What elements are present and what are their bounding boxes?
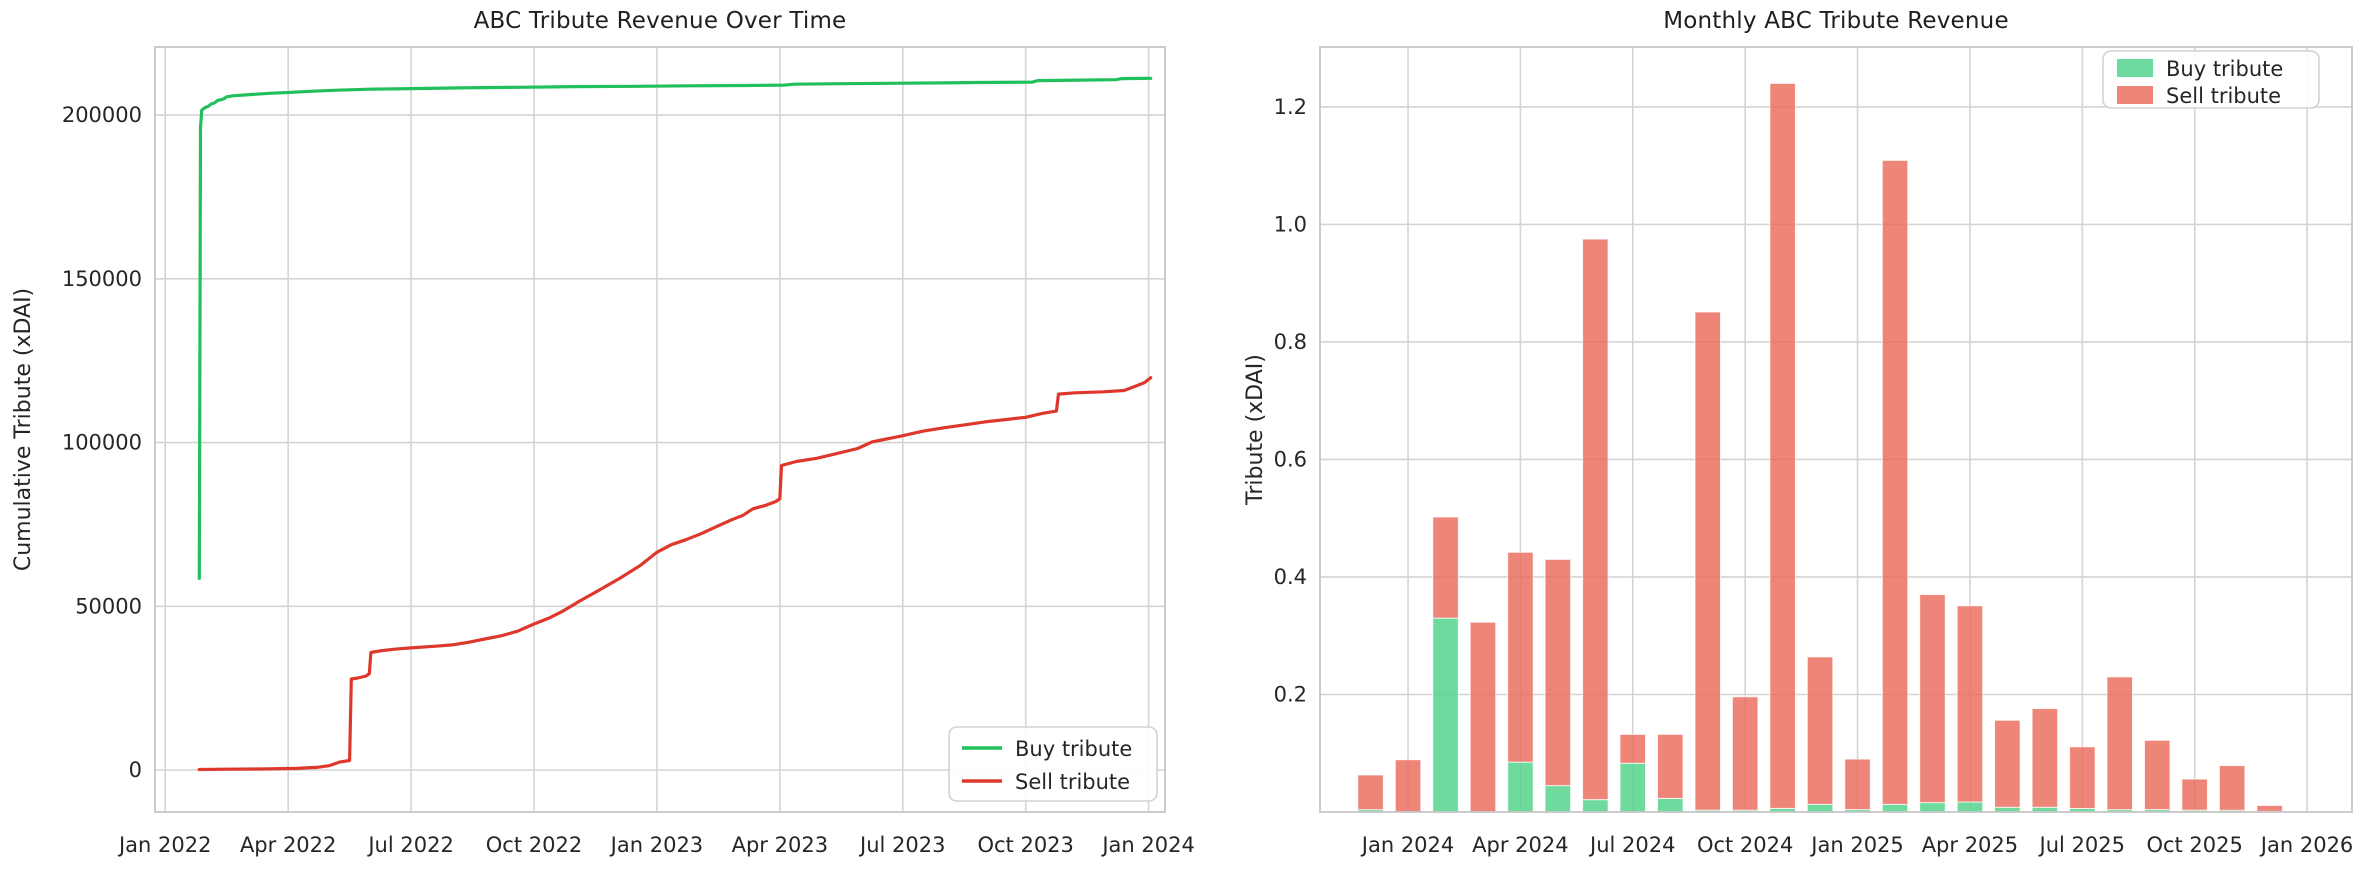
sell-tribute-bar (1432, 516, 1459, 619)
x-tick-label: Jul 2022 (366, 833, 453, 857)
y-tick-label: 50000 (75, 594, 142, 618)
sell-tribute-bar (1469, 621, 1497, 813)
buy-tribute-bar (1544, 785, 1572, 813)
x-tick-label: Jul 2023 (858, 833, 945, 857)
gridlines (1320, 47, 2352, 812)
x-tick-label: Oct 2022 (486, 833, 582, 857)
sell-tribute-bar (1731, 696, 1759, 811)
sell-tribute-bar (1769, 82, 1796, 809)
y-tick-label: 0.4 (1274, 565, 1307, 589)
y-tick-label: 0 (129, 758, 142, 782)
x-tick-label: Oct 2023 (977, 833, 1073, 857)
x-tick-label: Jan 2022 (117, 833, 212, 857)
buy-tribute-bar (1657, 798, 1684, 813)
sell-tribute-bar (1357, 774, 1384, 811)
y-tick-label: 1.2 (1274, 95, 1307, 119)
y-axis-label: Tribute (xDAI) (1243, 354, 1268, 506)
sell-tribute-bar (1694, 311, 1721, 811)
cumulative-revenue-line-chart: Jan 2022 Apr 2022 Jul 2022 Oct 2022 Jan 2023… (11, 46, 1195, 857)
sell-tribute-bar (1919, 594, 1946, 804)
bars (1357, 82, 2283, 813)
legend-label: Buy tribute (2166, 57, 2283, 81)
legend: Buy tribute Sell tribute (2102, 50, 2320, 109)
x-tick-label: Oct 2024 (1697, 833, 1793, 857)
buy-tribute-bar (1582, 799, 1609, 813)
x-tick-label: Oct 2025 (2146, 833, 2242, 857)
legend-label: Buy tribute (1015, 737, 1132, 761)
gridlines (155, 47, 1165, 812)
sell-tribute-bar (2144, 739, 2171, 811)
y-tick-label: 200000 (62, 103, 142, 127)
y-tick-label: 0.8 (1274, 330, 1307, 354)
y-axis-label: Cumulative Tribute (xDAI) (11, 288, 36, 571)
sell-tribute-bar (2218, 765, 2246, 811)
sell-tribute-bar (1956, 605, 1984, 803)
sell-tribute-bar (2181, 778, 2208, 811)
buy-tribute-bar (1806, 803, 1834, 813)
x-tick-label: Jan 2025 (1809, 833, 1904, 857)
sell-tribute-bar (2069, 746, 2096, 809)
buy-tribute-bar (1507, 761, 1534, 813)
sell-tribute-bar (2106, 676, 2133, 811)
plot-border (1319, 46, 2353, 813)
buy-tribute-bar (1432, 617, 1459, 813)
plot-border (154, 46, 1166, 813)
left-chart-title: ABC Tribute Revenue Over Time (473, 8, 847, 34)
sell-tribute-bar (2031, 708, 2059, 808)
sell-tribute-bar (1544, 558, 1572, 787)
sell-tribute-bar (1806, 656, 1834, 805)
right-chart-title: Monthly ABC Tribute Revenue (1663, 8, 2009, 34)
sell-tribute-bar (1582, 238, 1609, 801)
y-tick-label: 150000 (62, 267, 142, 291)
x-tick-label: Apr 2023 (732, 833, 828, 857)
sell-tribute-bar (1844, 758, 1871, 811)
legend: Buy tribute Sell tribute (948, 726, 1158, 802)
sell-tribute-bar (1881, 159, 1909, 805)
legend-color-swatch (2117, 59, 2153, 77)
x-tick-label: Jan 2024 (1100, 833, 1195, 857)
sell-tribute-bar (1619, 733, 1646, 764)
x-tick-label: Apr 2022 (240, 833, 336, 857)
legend-label: Sell tribute (2166, 84, 2281, 108)
legend-box (2102, 50, 2320, 109)
y-tick-label: 100000 (62, 431, 142, 455)
sell-tribute-bar (1394, 759, 1422, 813)
legend-color-swatch (2117, 86, 2153, 104)
legend-label: Sell tribute (1015, 770, 1130, 794)
buy-tribute-bar (1881, 803, 1909, 813)
x-tick-label: Jul 2024 (1588, 833, 1675, 857)
y-tick-label: 0.6 (1274, 447, 1307, 471)
x-tick-label: Jul 2025 (2038, 833, 2125, 857)
sell-tribute-line (197, 376, 1153, 772)
sell-tribute-bar (1657, 733, 1684, 799)
x-tick-label: Jan 2023 (609, 833, 704, 857)
buy-tribute-line (197, 76, 1153, 581)
monthly-revenue-bar-chart: Jan 2024 Apr 2024 Jul 2024 Oct 2024 Jan 2025… (1243, 46, 2354, 857)
y-tick-label: 0.2 (1274, 682, 1307, 706)
sell-tribute-bar (1994, 719, 2021, 808)
x-tick-label: Apr 2025 (1922, 833, 2018, 857)
x-tick-label: Jan 2024 (1360, 833, 1455, 857)
x-tick-label: Apr 2024 (1472, 833, 1568, 857)
sell-tribute-bar (2256, 805, 2283, 812)
buy-tribute-bar (1619, 762, 1646, 813)
buy-tribute-bar (1956, 801, 1984, 813)
x-tick-label: Jan 2026 (2259, 833, 2354, 857)
y-tick-label: 1.0 (1274, 212, 1307, 236)
buy-tribute-bar (1919, 802, 1946, 813)
sell-tribute-bar (1507, 551, 1534, 763)
